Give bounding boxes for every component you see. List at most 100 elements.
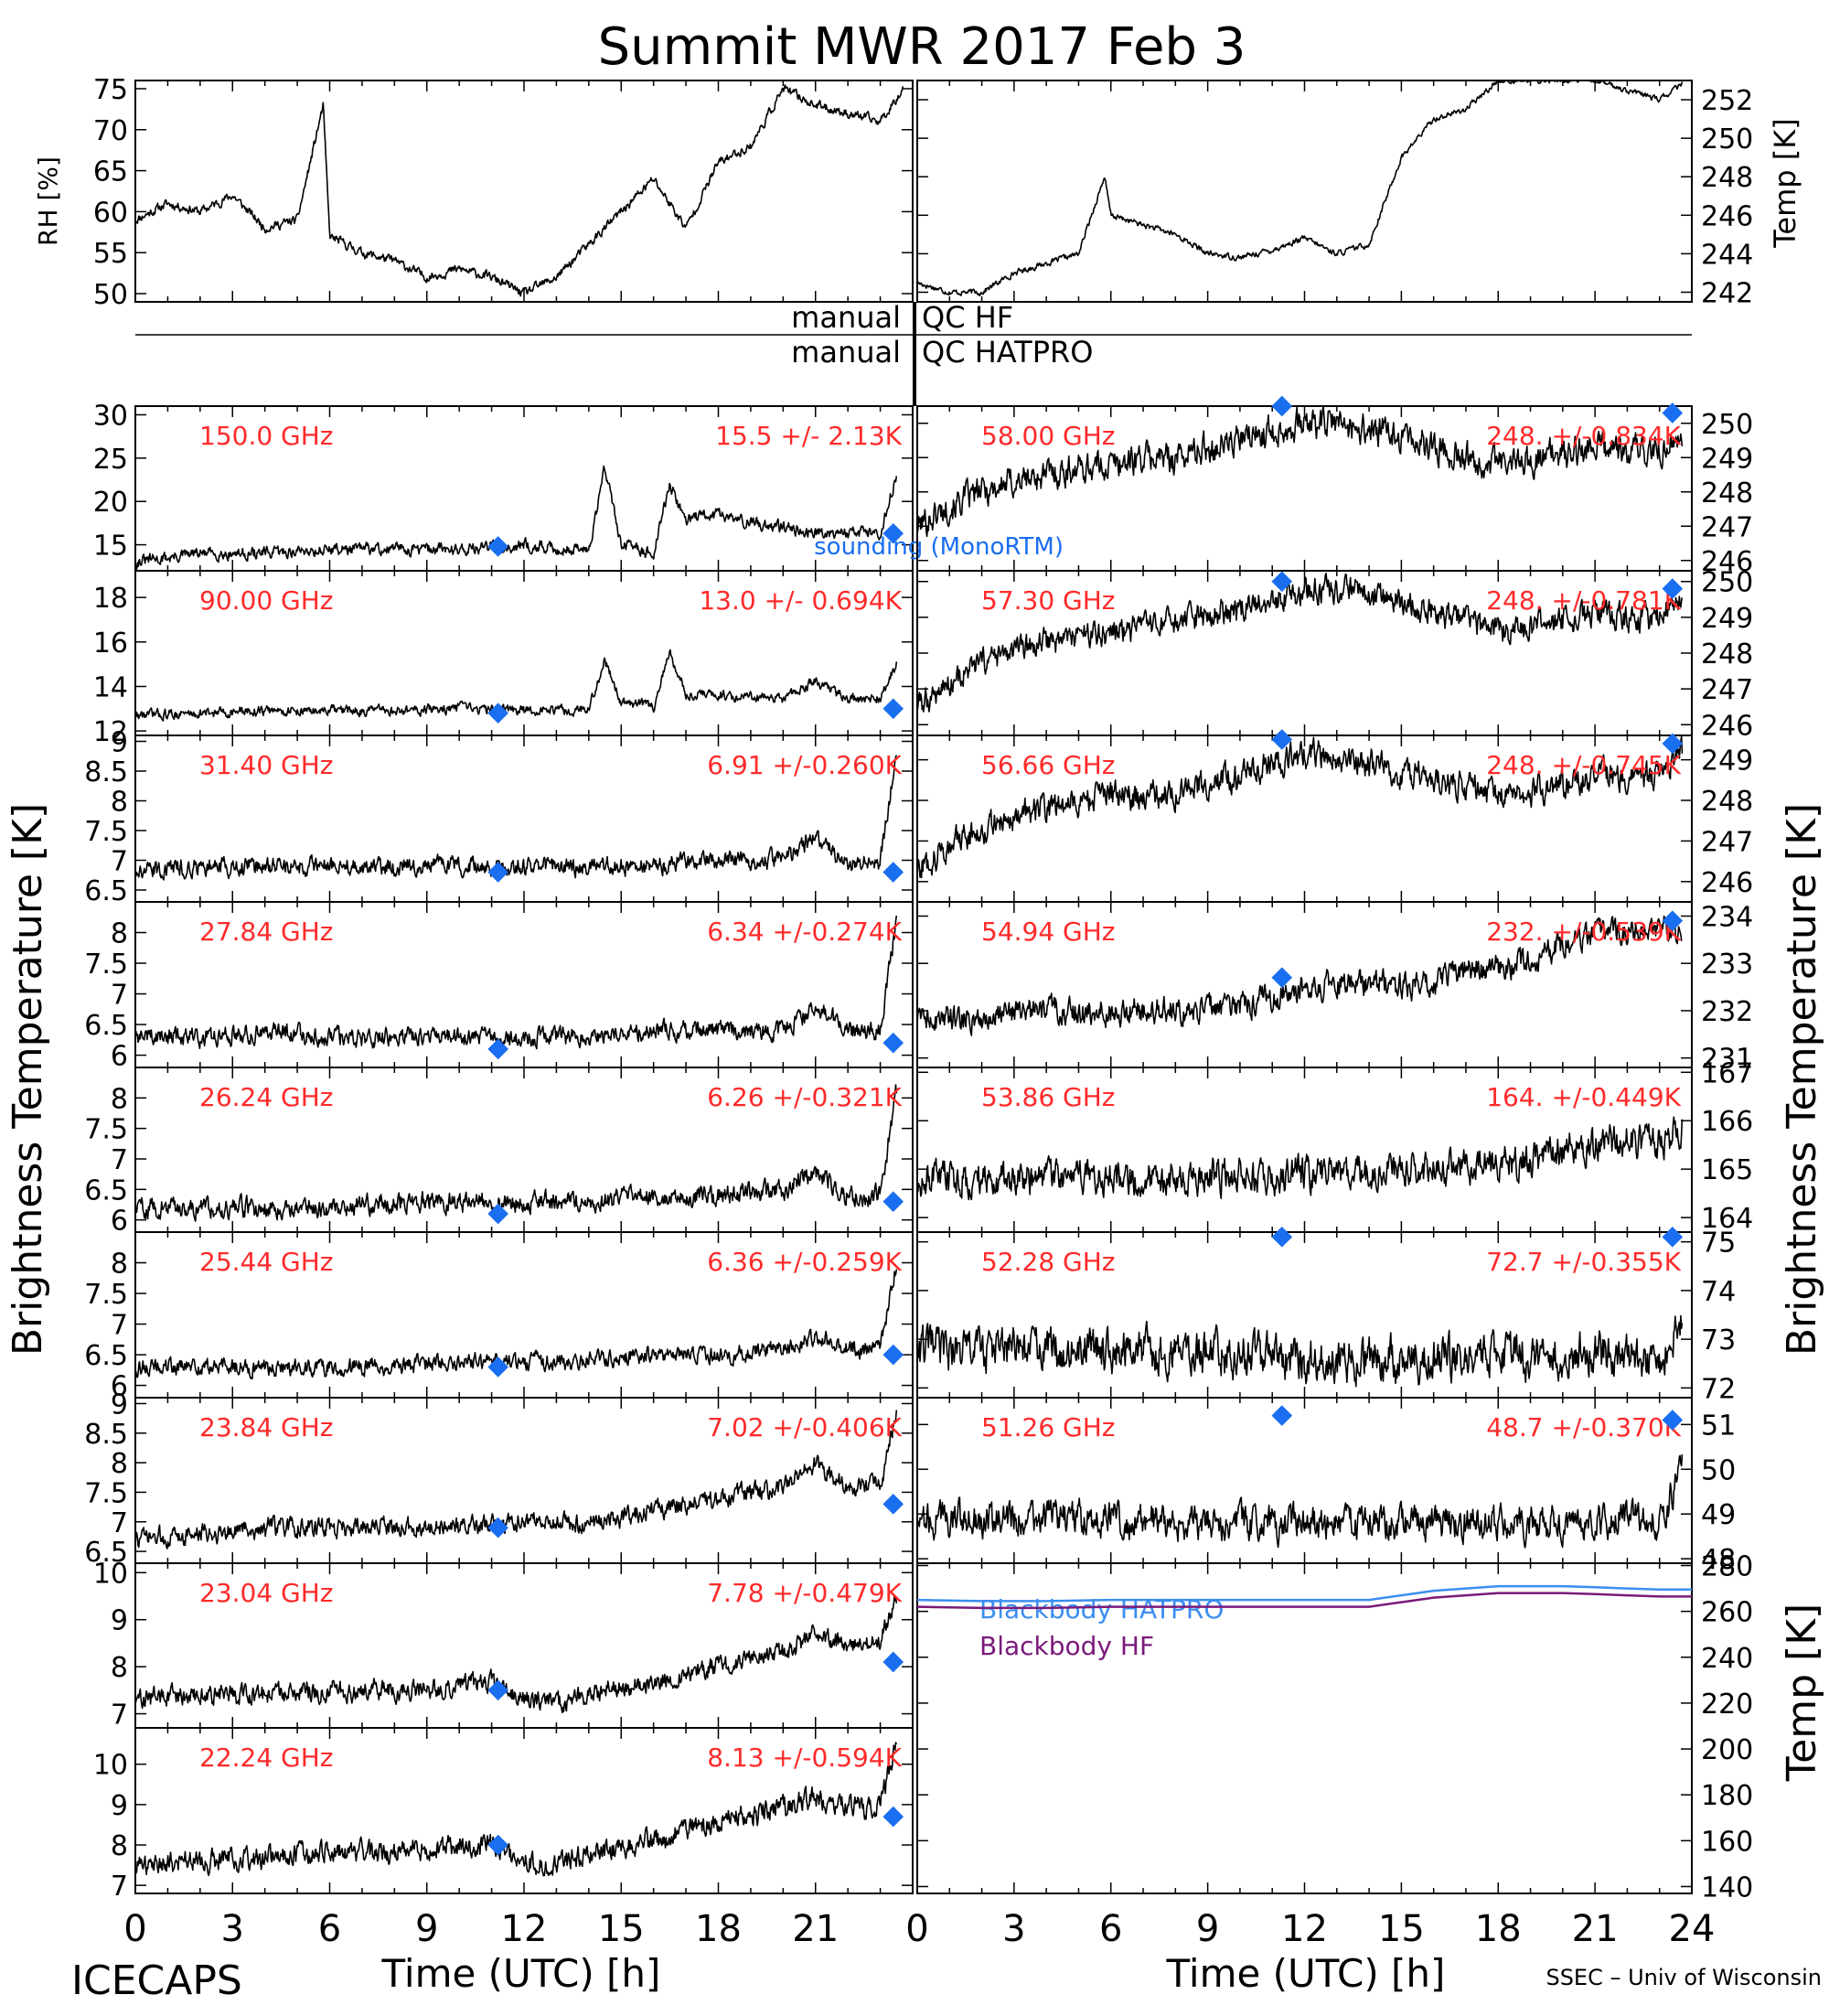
y-tick-label: 220 [1701, 1689, 1753, 1721]
trace-line-temp [916, 80, 1684, 296]
y-tick-label: 70 [93, 115, 128, 147]
sounding-point [487, 1038, 508, 1060]
legend-blackbody-hf: Blackbody HF [979, 1631, 1154, 1661]
x-ticks [916, 1563, 1693, 1893]
y-tick-label: 6.5 [84, 1010, 128, 1042]
y-tick-label: 252 [1701, 85, 1753, 117]
trace-line-90-00-ghz [134, 649, 898, 722]
x-ticks [134, 1232, 914, 1398]
panel-51-26-ghz: 48 49 50 51 51.26 GHz 48.7 +/-0.370K [916, 1397, 1736, 1576]
x-ticks [916, 735, 1693, 902]
sounding-point [487, 702, 508, 724]
y-tick-label: 242 [1701, 277, 1753, 309]
legend-sounding: sounding (MonoRTM) [814, 533, 1064, 561]
y-tick-label: 7 [111, 1700, 128, 1732]
sounding-point [882, 1651, 904, 1673]
x-ticks [916, 80, 1693, 302]
channel-stat: 15.5 +/- 2.13K [715, 421, 902, 451]
trace-line-25-44-ghz [134, 1269, 898, 1379]
y-tick-label: 249 [1701, 603, 1753, 635]
sounding-point [1662, 1227, 1684, 1248]
y-tick-label: 248 [1701, 786, 1753, 818]
panel-53-86-ghz: 164 165 166 167 53.86 GHz 164. +/-0.449K [916, 1057, 1753, 1235]
panel-54-94-ghz: 231 232 233 234 54.94 GHz 232. +/-0.539K [916, 901, 1753, 1076]
y-tick-label: 14 [93, 671, 128, 703]
channel-stat: 164. +/-0.449K [1486, 1082, 1681, 1112]
y-tick-label: 7.5 [84, 949, 128, 981]
sounding-point [1662, 733, 1684, 755]
x-ticks [134, 1067, 914, 1232]
y-tick-label: 25 [93, 444, 128, 476]
x-ticks [134, 902, 914, 1067]
y-tick-label: 8 [111, 918, 128, 950]
series-line-blackbody-hatpro [916, 1584, 1692, 1603]
channel-label: 25.44 GHz [199, 1247, 334, 1277]
x-ticks [134, 1563, 914, 1728]
trace-line-23-04-ghz [134, 1593, 898, 1714]
panel-90-00-ghz: 12 14 16 18 90.00 GHz 13.0 +/- 0.694K [93, 570, 914, 748]
y-tick-label: 10 [93, 1558, 128, 1590]
y-tick-label: 6 [111, 1371, 128, 1403]
y-tick-label: 250 [1701, 567, 1753, 599]
y-tick-label: 234 [1701, 902, 1753, 934]
channel-label: 90.00 GHz [199, 585, 334, 616]
series-line-blackbody-hf [916, 1592, 1692, 1610]
y-tick-label: 6.5 [84, 1537, 128, 1569]
y-tick-label: 167 [1701, 1057, 1753, 1089]
x-tick-label: 15 [1378, 1908, 1425, 1950]
channel-stat: 13.0 +/- 0.694K [699, 585, 902, 616]
y-tick-label: 7 [111, 1871, 128, 1903]
sounding-point [487, 1203, 508, 1225]
channel-stat: 8.13 +/-0.594K [707, 1743, 902, 1773]
sounding-point [882, 698, 904, 720]
x-tick-label: 0 [905, 1908, 928, 1950]
y-tick-label: 280 [1701, 1551, 1753, 1583]
y-tick-label: 50 [93, 279, 128, 311]
y-tick-label: 9 [111, 1790, 128, 1822]
x-ticks [916, 1232, 1693, 1398]
sounding-point [882, 1806, 904, 1828]
x-ticks [134, 735, 914, 902]
channel-stat: 6.26 +/-0.321K [707, 1082, 902, 1112]
y-tick-label: 8 [111, 1249, 128, 1281]
footer-left: ICECAPS [71, 1957, 242, 2004]
y-tick-label: 260 [1701, 1597, 1753, 1629]
y-tick-label: 8 [111, 1448, 128, 1480]
x-tick-label: 21 [792, 1908, 839, 1950]
panel-rh: 50 55 60 65 70 75 [93, 74, 914, 311]
trace-line-150-0-ghz [134, 465, 898, 570]
panels-layer: 50 55 60 65 70 75 242 244 246 248 250 252 15 20 25 30 15… [84, 74, 1753, 1904]
sounding-point [1271, 967, 1293, 989]
y-tick-label: 180 [1701, 1780, 1753, 1812]
panel-frame [134, 80, 914, 303]
y-tick-label: 7 [111, 846, 128, 878]
y-tick-label: 8 [111, 1083, 128, 1115]
y-tick-label: 6.5 [84, 1340, 128, 1372]
panel-25-44-ghz: 66.577.58 25.44 GHz 6.36 +/-0.259K [84, 1231, 914, 1403]
y-tick-label: 166 [1701, 1106, 1753, 1138]
x-tick-label: 9 [415, 1908, 438, 1950]
channel-label: 31.40 GHz [199, 750, 334, 780]
trace-line-51-26-ghz [916, 1454, 1684, 1549]
sounding-point [487, 1517, 508, 1539]
y-tick-label: 72 [1701, 1373, 1736, 1405]
channel-label: 23.84 GHz [199, 1412, 334, 1442]
channel-label: 51.26 GHz [981, 1412, 1116, 1442]
y-tick-label: 12 [93, 716, 128, 748]
x-ticks [134, 1398, 914, 1563]
channel-stat: 248. +/-0.781K [1486, 585, 1681, 616]
y-tick-label: 74 [1701, 1276, 1736, 1308]
sounding-point [487, 862, 508, 883]
sounding-point [1662, 1410, 1684, 1431]
y-tick-label: 6 [111, 1041, 128, 1073]
sounding-point [1271, 1227, 1293, 1248]
x-ticks [916, 1067, 1693, 1232]
sounding-point [487, 1834, 508, 1856]
qc-hf-right: QC HF [922, 300, 1013, 335]
y-tick-label: 60 [93, 197, 128, 229]
sounding-point [882, 1494, 904, 1515]
x-tick-label: 6 [1099, 1908, 1122, 1950]
legend-blackbody-hatpro: Blackbody HATPRO [979, 1594, 1224, 1625]
